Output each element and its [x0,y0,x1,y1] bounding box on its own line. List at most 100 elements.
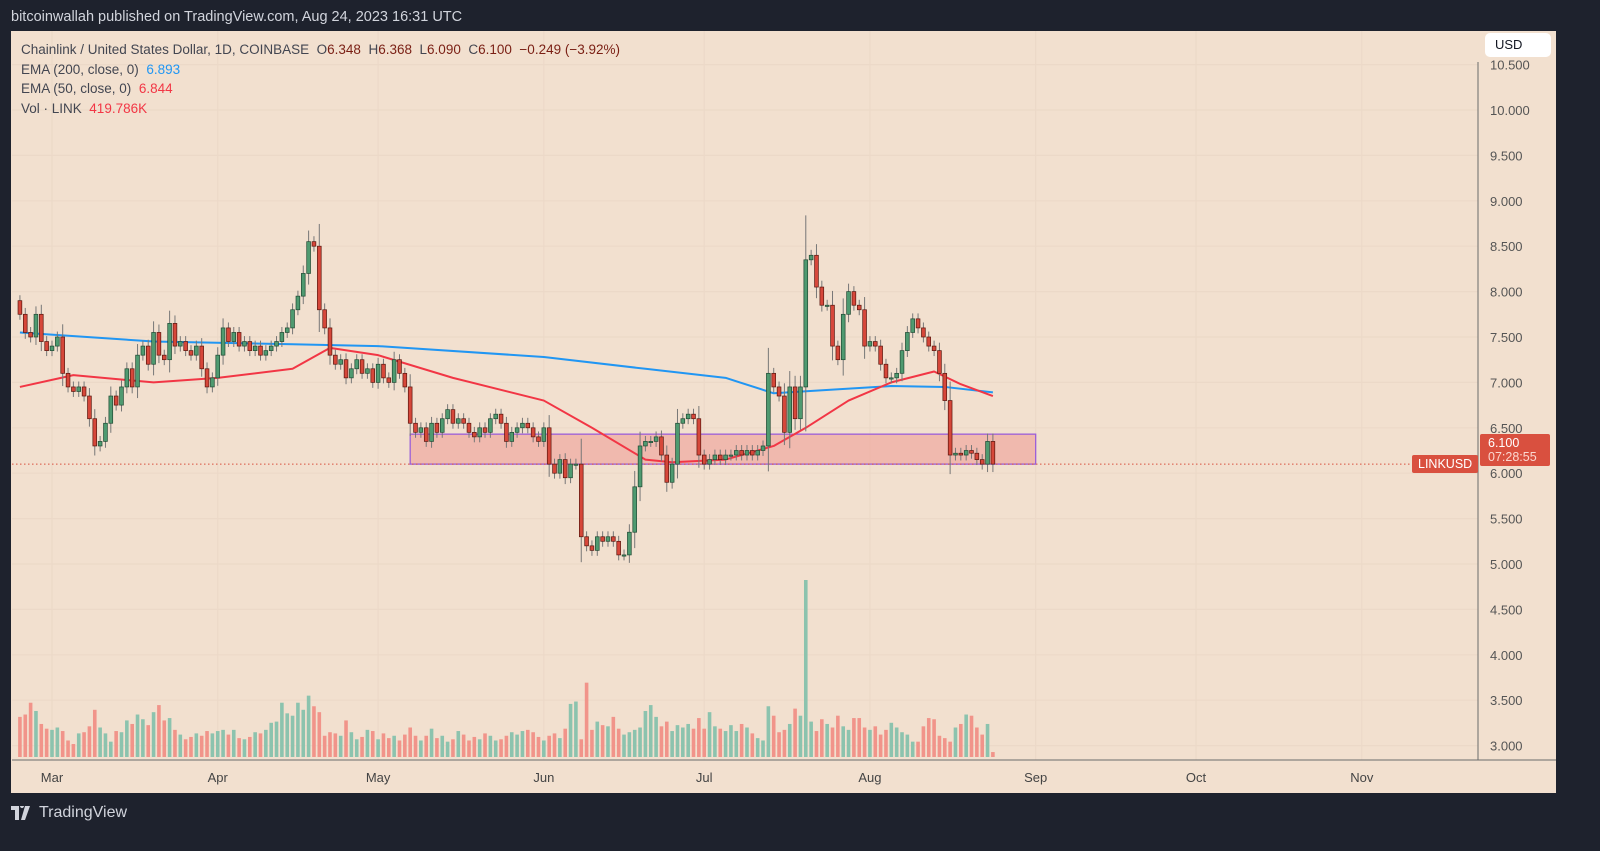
candle-body [632,486,637,533]
currency-button[interactable]: USD [1485,33,1551,57]
volume-bar [386,738,391,757]
volume-bar [312,706,316,757]
volume-bar [814,731,819,757]
volume-row[interactable]: Vol · LINK 419.786K [21,99,620,119]
publisher-line: bitcoinwallah published on TradingView.c… [11,9,463,25]
volume-bar [333,733,338,757]
volume-bar [868,729,872,757]
time-tick-label: Nov [1350,770,1374,785]
volume-bar [157,705,161,757]
candle-body [49,345,55,351]
volume-bar [552,733,557,757]
volume-bar [403,734,407,757]
volume-bar [189,736,193,757]
candle-body [204,368,210,388]
volume-bar [568,703,573,757]
volume-bar [515,734,519,757]
volume-bar [285,713,290,757]
candle-body [712,454,718,460]
candle-body [659,436,664,456]
candle-body [701,454,707,465]
ema50-label: EMA (50, close, 0) [21,81,132,97]
time-tick-label: Aug [858,770,881,785]
volume-value: 419.786K [89,100,148,116]
candle-body [921,327,926,338]
candle-body [899,350,905,374]
candle-body [55,336,60,347]
price-tick-label: 9.500 [1490,148,1523,163]
price-tick-label: 10.000 [1490,103,1530,118]
volume-bar [675,725,680,757]
volume-bar [317,712,322,757]
candle-body [953,452,958,456]
volume-bar [686,723,690,757]
candle-body [568,463,573,479]
candle-body [595,536,600,551]
candle-body [370,368,376,383]
candle-body [776,386,782,397]
volume-bar [771,715,776,757]
volume-bar [103,733,108,757]
volume-bar [953,727,958,757]
volume-bar [616,728,621,757]
volume-bar [547,735,551,757]
volume-bar [231,729,236,757]
candle-body [279,332,285,342]
ema50-row[interactable]: EMA (50, close, 0) 6.844 [21,79,620,99]
candle-body [557,459,563,474]
volume-bar [718,728,723,757]
candle-body [461,418,466,424]
volume-bar [697,718,701,757]
ema200-row[interactable]: EMA (200, close, 0) 6.893 [21,60,620,80]
volume-bar [830,727,835,757]
volume-bar [622,734,626,757]
candle-body [92,418,98,447]
tradingview-logo[interactable]: TradingView [11,804,127,822]
candle-body [477,427,482,438]
volume-bar [445,741,450,757]
volume-bar [221,729,225,757]
volume-bar [381,733,386,757]
volume-bar [451,739,455,757]
price-tick-label: 3.500 [1490,693,1523,708]
volume-bar [884,729,888,757]
candle-body [343,359,349,379]
candle-body [873,341,878,347]
candle-body [397,359,402,374]
low-label: L [419,42,428,57]
ema200-label: EMA (200, close, 0) [21,61,139,77]
candle-body [445,409,450,420]
volume-bar [435,738,439,757]
candle-body [723,454,728,460]
volume-bar [264,729,268,757]
candle-body [103,422,108,442]
volume-bar [194,733,199,757]
time-tick-label: Oct [1186,770,1207,785]
price-tick-label: 7.500 [1490,330,1523,345]
volume-bar [392,735,396,757]
candle-body [782,395,787,433]
volume-bar [600,725,605,757]
candle-body [579,463,584,538]
volume-bar [306,695,311,757]
volume-bar [135,714,140,757]
symbol-title: Chainlink / United States Dollar, 1D, CO… [21,42,310,57]
candle-body [183,341,188,351]
volume-bar [76,733,81,757]
volume-bar [509,732,514,757]
volume-bar [921,726,926,757]
candle-body [862,309,867,347]
candle-body [766,372,771,447]
candle-body [354,359,359,370]
volume-bar [782,729,787,757]
volume-bar [638,727,642,757]
volume-bar [959,723,963,757]
candle-body [97,441,103,447]
candle-body [156,332,162,356]
candle-body [322,309,327,329]
candle-body [81,386,87,397]
ema50-line [19,346,994,464]
candle-body [28,332,33,338]
volume-bar [606,726,610,757]
